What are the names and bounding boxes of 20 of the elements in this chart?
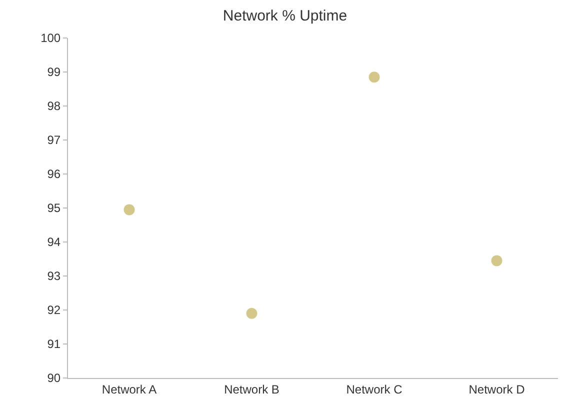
- y-tick-label: 98: [47, 99, 61, 114]
- point: [491, 255, 502, 266]
- chart-title: Network % Uptime: [222, 8, 348, 25]
- y-tick-label: 99: [47, 65, 61, 80]
- y-tick-label: 93: [47, 269, 61, 284]
- y-tick-label: 97: [47, 133, 61, 148]
- x-tick-label: Network A: [102, 382, 157, 396]
- point: [368, 72, 380, 83]
- y-tick-label: 94: [47, 235, 61, 250]
- x-tick-label: Network B: [224, 382, 280, 396]
- y-tick-label: 90: [47, 371, 61, 386]
- y-tick-label: 100: [40, 31, 61, 46]
- y-tick-label: 96: [47, 167, 61, 182]
- point: [246, 308, 258, 319]
- y-tick-label: 92: [47, 303, 61, 318]
- point: [124, 204, 135, 216]
- x-tick-label: Network D: [468, 382, 526, 396]
- y-tick-label: 95: [47, 201, 61, 216]
- x-tick-label: Network C: [346, 382, 403, 396]
- y-tick-label: 91: [47, 337, 61, 352]
